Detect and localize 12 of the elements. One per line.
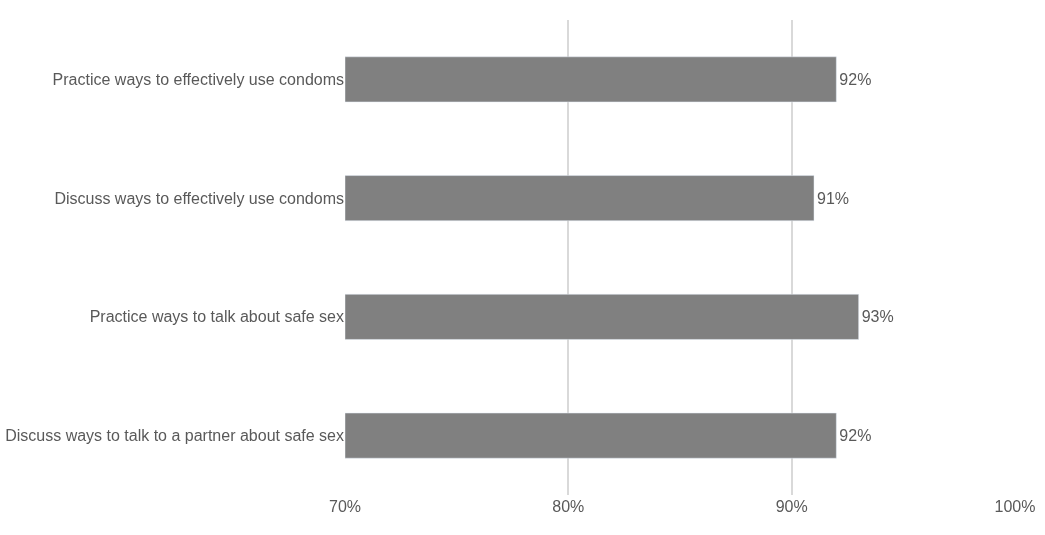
data-label: 92% bbox=[839, 70, 872, 88]
data-label: 91% bbox=[817, 189, 850, 207]
y-tick-label: Practice ways to effectively use condoms bbox=[52, 70, 344, 88]
y-tick-label: Discuss ways to talk to a partner about safe sex bbox=[5, 427, 344, 445]
x-tick-label: 90% bbox=[775, 498, 808, 515]
data-label: 93% bbox=[861, 308, 894, 326]
data-label: 92% bbox=[839, 427, 872, 445]
y-tick-label: Practice ways to talk about safe sex bbox=[89, 308, 344, 326]
x-tick-label: 80% bbox=[552, 498, 585, 515]
x-tick-label: 100% bbox=[994, 498, 1036, 515]
x-tick-label: 70% bbox=[328, 498, 362, 515]
y-tick-label: Discuss ways to effectively use condoms bbox=[54, 189, 344, 207]
